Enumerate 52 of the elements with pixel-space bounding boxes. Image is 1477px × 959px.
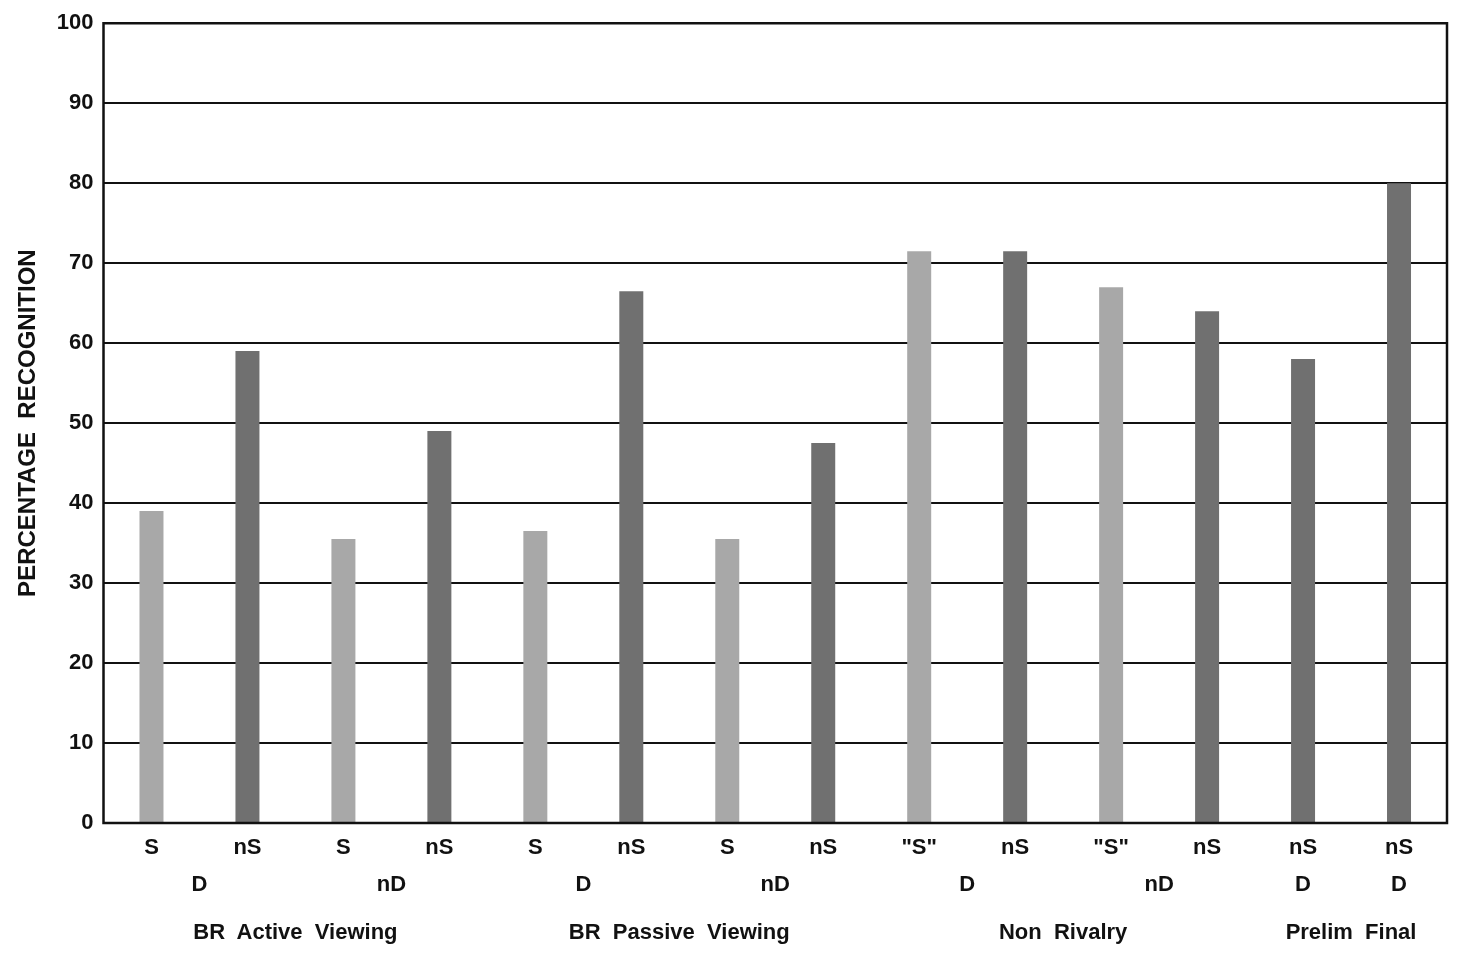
y-axis-title: PERCENTAGE RECOGNITION <box>13 249 41 597</box>
x-tick-label: "S" <box>901 834 937 860</box>
bar <box>427 431 452 822</box>
bar <box>811 443 836 822</box>
text: D <box>191 871 208 897</box>
x-tick-label: nS <box>809 834 838 860</box>
text: nD <box>376 871 407 897</box>
y-tick-label: 30 <box>69 569 94 595</box>
text: D <box>575 871 592 897</box>
bar <box>235 351 260 822</box>
bar <box>1291 359 1316 822</box>
x-tick-label: "S" <box>1093 834 1129 860</box>
y-tick-label: 50 <box>69 409 94 435</box>
bar <box>715 539 740 822</box>
x-tick-label: S <box>144 834 159 860</box>
bar <box>1387 183 1412 822</box>
y-tick-label: 0 <box>81 809 94 835</box>
x-tick-label: nS <box>1288 834 1318 860</box>
x-tick-label: nS <box>425 834 454 860</box>
text: BR Active Viewing <box>193 919 398 945</box>
text: D <box>1391 871 1407 897</box>
y-tick-label: 100 <box>56 9 94 35</box>
text: Prelim Final <box>1285 919 1417 945</box>
y-tick-label: 10 <box>69 729 94 755</box>
text: BR Passive Viewing <box>568 919 790 945</box>
x-tick-label: S <box>528 834 543 860</box>
x-tick-label: nS <box>617 834 646 860</box>
y-tick-label: 70 <box>69 249 94 275</box>
text: nD <box>760 871 790 897</box>
bar <box>523 531 548 822</box>
y-tick-label: 80 <box>69 169 94 195</box>
y-tick-label: 60 <box>69 329 94 355</box>
x-tick-label: S <box>719 834 735 860</box>
x-tick-label: S <box>336 834 351 860</box>
bar <box>907 251 932 822</box>
x-tick-label: nS <box>1384 834 1414 860</box>
text: D <box>1295 871 1311 897</box>
x-tick-label: nS <box>1001 834 1030 860</box>
y-tick-label: 40 <box>69 489 94 515</box>
bar <box>1003 251 1028 822</box>
bar <box>139 511 164 822</box>
y-tick-label: 20 <box>69 649 94 675</box>
bar <box>619 291 644 822</box>
bar <box>331 539 356 822</box>
y-tick-label: 90 <box>69 89 94 115</box>
text: D <box>959 871 976 897</box>
bar <box>1099 287 1124 822</box>
text: nD <box>1144 871 1174 897</box>
bar <box>1195 311 1220 822</box>
x-tick-label: nS <box>233 834 262 860</box>
text: Non Rivalry <box>998 919 1129 945</box>
x-tick-label: nS <box>1193 834 1222 860</box>
